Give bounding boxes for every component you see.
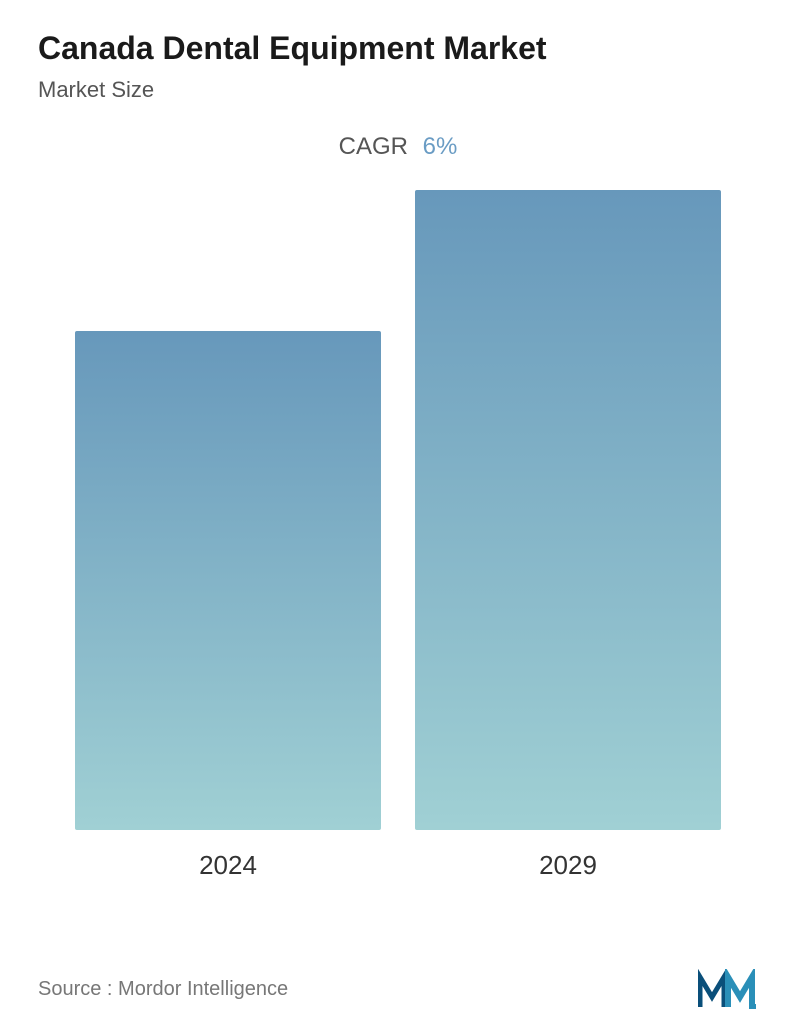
source-text: Source : Mordor Intelligence [38,978,288,1001]
chart-subtitle: Market Size [38,77,758,103]
bar-2024 [75,331,381,830]
bar-group: 2029 [415,190,721,881]
cagr-row: CAGR 6% [38,133,758,161]
footer: Source : Mordor Intelligence [38,969,758,1009]
mordor-logo-icon [698,969,758,1009]
cagr-label: CAGR [339,133,408,160]
bar-label: 2029 [539,850,597,881]
bar-group: 2024 [75,331,381,881]
bar-chart: 2024 2029 [38,201,758,881]
bar-label: 2024 [199,850,257,881]
cagr-value: 6% [423,133,458,160]
chart-title: Canada Dental Equipment Market [38,30,758,67]
bar-2029 [415,190,721,830]
